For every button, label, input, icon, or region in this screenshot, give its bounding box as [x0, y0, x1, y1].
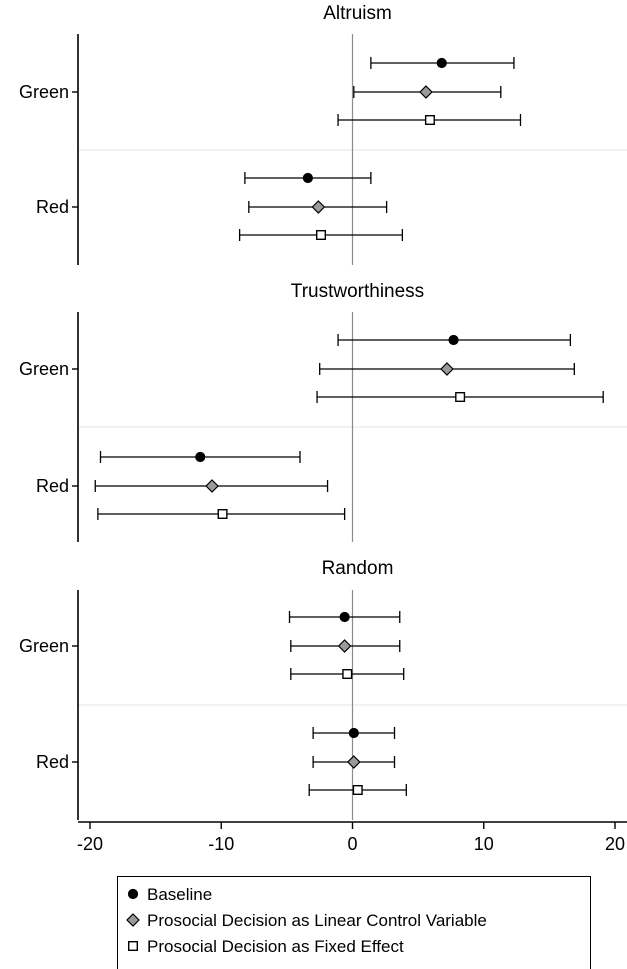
panel-title: Trustworthiness — [291, 281, 424, 302]
legend-marker — [126, 913, 140, 927]
estimate-row — [94, 479, 329, 493]
x-tick-label: 10 — [474, 834, 494, 854]
estimate-row — [288, 611, 401, 623]
estimate-row — [370, 57, 515, 69]
estimate-row — [337, 334, 572, 346]
category-label-red: Red — [36, 752, 69, 772]
estimate-row — [238, 229, 404, 241]
legend-entry: Prosocial Decision as Fixed Effect — [127, 937, 404, 956]
point-estimate-marker — [346, 755, 361, 769]
estimate-row — [353, 85, 502, 99]
category-label-red: Red — [36, 476, 69, 496]
legend-marker — [127, 941, 138, 952]
estimate-row — [312, 755, 396, 769]
point-estimate-marker — [195, 451, 206, 463]
point-estimate-marker — [455, 392, 466, 403]
point-estimate-marker — [311, 200, 326, 214]
estimate-row — [337, 114, 522, 126]
point-estimate-marker — [217, 509, 228, 520]
legend-entry: Baseline — [127, 885, 212, 904]
point-estimate-marker — [302, 172, 313, 184]
legend: Baseline Prosocial Decision as Linear Con… — [117, 876, 591, 969]
legend-box — [117, 876, 591, 969]
estimate-row — [97, 508, 346, 520]
legend-entry: Prosocial Decision as Linear Control Var… — [126, 911, 487, 930]
estimate-row — [248, 200, 388, 214]
estimate-row — [308, 784, 407, 796]
estimate-row — [312, 727, 396, 739]
category-label-green: Green — [19, 82, 69, 102]
legend-label: Prosocial Decision as Linear Control Var… — [147, 911, 487, 930]
panel-trustworthiness: Trustworthiness Green Red — [19, 281, 627, 542]
x-tick-label: 20 — [605, 834, 625, 854]
estimate-row — [316, 391, 604, 403]
x-axis: -20 -10 0 10 20 — [77, 821, 627, 854]
estimate-row — [319, 362, 575, 376]
point-estimate-marker — [342, 669, 353, 680]
x-tick-label: -20 — [77, 834, 103, 854]
category-label-green: Green — [19, 359, 69, 379]
panel-title: Altruism — [323, 3, 392, 24]
x-tick-label: -10 — [208, 834, 234, 854]
point-estimate-marker — [337, 639, 352, 653]
point-estimate-marker — [316, 229, 327, 240]
point-estimate-marker — [419, 85, 433, 99]
point-estimate-marker — [440, 362, 454, 376]
category-label-green: Green — [19, 636, 69, 656]
panel-title: Random — [322, 558, 394, 579]
estimate-row — [99, 451, 301, 463]
legend-marker — [127, 888, 139, 900]
legend-label: Prosocial Decision as Fixed Effect — [147, 937, 404, 956]
panels: AltruismGreenRedTrustworthinessGreenRedR… — [19, 3, 627, 820]
category-label-red: Red — [36, 197, 69, 217]
point-estimate-marker — [352, 785, 363, 796]
point-estimate-marker — [339, 611, 350, 623]
point-estimate-marker — [448, 334, 459, 346]
x-tick-label: 0 — [347, 834, 357, 854]
estimate-row — [290, 668, 405, 680]
point-estimate-marker — [348, 727, 359, 739]
point-estimate-marker — [424, 114, 435, 125]
panel-random: Random Green Red — [19, 558, 627, 820]
estimate-row — [290, 639, 401, 653]
point-estimate-marker — [436, 57, 447, 69]
legend-label: Baseline — [147, 885, 212, 904]
panel-altruism: Altruism Green Red — [19, 3, 627, 265]
point-estimate-marker — [205, 479, 219, 493]
estimate-row — [244, 172, 372, 184]
